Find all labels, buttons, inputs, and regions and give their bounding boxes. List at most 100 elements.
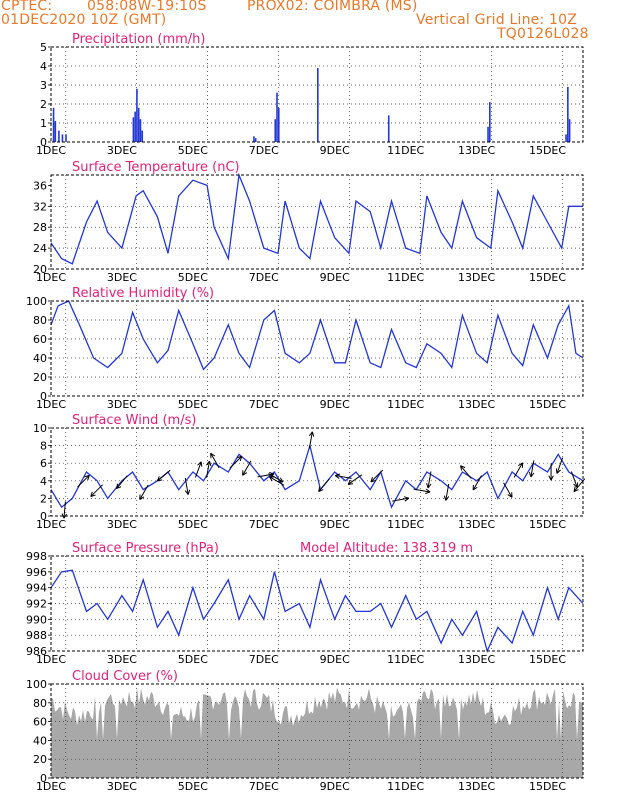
- cloud-panel: Cloud Cover (%) 0 20 40 60 80 100 1DEC 3DEC 5DEC 7…: [26, 669, 584, 793]
- pres-frame: [50, 555, 584, 652]
- wind-arrow-shaft: [206, 461, 210, 478]
- precip-bar: [65, 134, 67, 142]
- wind-arrow-head: [334, 475, 340, 479]
- temp-xtick: 3DEC: [107, 271, 137, 284]
- wind-arrow-shaft: [194, 461, 202, 478]
- wind-arrow: [503, 482, 513, 498]
- cloud-xtick: 13DEC: [458, 780, 495, 793]
- header-source: CPTEC:: [1, 0, 53, 14]
- wind-arrow-shaft: [269, 476, 285, 486]
- wind-arrow: [472, 475, 482, 491]
- wind-arrow-shaft: [156, 469, 171, 482]
- wind-arrow: [413, 488, 431, 494]
- wind-xtick: 15DEC: [529, 518, 566, 531]
- wind-arrow-shaft: [268, 473, 284, 483]
- precip-bar: [54, 121, 57, 142]
- wind-arrow-head: [507, 494, 513, 498]
- precip-bar: [317, 67, 319, 142]
- temp-title: Surface Temperature (nC): [72, 160, 240, 175]
- wind-arrow-head: [460, 465, 466, 469]
- rh-ytick: 60: [33, 333, 47, 346]
- header-location: 058:08W-19:10S: [87, 0, 207, 14]
- precip-ytick: 2: [40, 98, 47, 111]
- precip-xtick: 9DEC: [320, 144, 350, 157]
- temp-ytick: 24: [33, 242, 47, 255]
- wind-arrow-head: [347, 479, 351, 485]
- pres-panel: Surface Pressure (hPa) Model Altitude: 13…: [26, 541, 584, 666]
- header-run: 01DEC2020 10Z (GMT): [1, 12, 167, 28]
- wind-arrow-shaft: [90, 484, 103, 497]
- precip-xtick: 11DEC: [387, 144, 424, 157]
- pres-ytick: 992: [26, 598, 47, 611]
- wind-arrow-head: [156, 476, 160, 482]
- pres-ytick: 998: [26, 550, 47, 563]
- pres-xtick: 3DEC: [107, 653, 137, 666]
- rh-ytick: 0: [40, 390, 47, 403]
- wind-arrow-shaft: [513, 462, 524, 478]
- wind-line: [50, 443, 584, 509]
- precip-panel: Precipitation (mm/h) 0 1 2 3 4 5 1DEC 3DEC 5DEC 7D…: [36, 32, 584, 157]
- precip-bar: [139, 119, 142, 142]
- wind-arrow: [229, 455, 243, 469]
- pres-xtick: 15DEC: [529, 653, 566, 666]
- wind-arrow-head: [556, 469, 561, 474]
- wind-arrow-shaft: [413, 488, 431, 493]
- wind-arrow: [334, 473, 352, 479]
- wind-arrow: [392, 496, 410, 502]
- precip-xtick: 7DEC: [249, 144, 279, 157]
- wind-arrow-head: [334, 473, 341, 476]
- temp-xtick: 7DEC: [249, 271, 279, 284]
- wind-arrow-head: [472, 486, 478, 491]
- rh-xtick: 1DEC: [36, 398, 66, 411]
- wind-arrow-head: [84, 474, 90, 478]
- cloud-ytick: 0: [40, 772, 47, 785]
- cloud-xtick: 7DEC: [249, 780, 279, 793]
- wind-arrow-shaft: [445, 483, 450, 501]
- wind-xtick: 11DEC: [387, 518, 424, 531]
- wind-arrow-head: [311, 431, 315, 437]
- wind-arrow: [460, 465, 472, 479]
- wind-arrow-head: [157, 479, 163, 482]
- precip-bar: [132, 117, 135, 142]
- wind-arrow: [528, 460, 535, 478]
- precip-title: Precipitation (mm/h): [72, 32, 205, 47]
- wind-arrow-shaft: [116, 475, 128, 489]
- precip-xtick: 1DEC: [36, 144, 66, 157]
- temp-ytick: 36: [33, 179, 47, 192]
- rh-xtick: 15DEC: [529, 398, 566, 411]
- wind-arrow-head: [184, 490, 189, 495]
- wind-arrow: [570, 471, 579, 488]
- wind-arrow: [548, 463, 554, 481]
- wind-arrow-head: [403, 496, 409, 499]
- rh-xtick: 7DEC: [249, 398, 279, 411]
- wind-arrow: [77, 474, 90, 488]
- wind-arrow: [370, 469, 384, 483]
- wind-arrow-head: [239, 456, 243, 462]
- wind-ytick: 0: [40, 510, 47, 523]
- wind-arrow-head: [197, 461, 202, 466]
- cloud-xtick: 1DEC: [36, 780, 66, 793]
- precip-bar: [487, 126, 489, 142]
- cloud-xtick: 3DEC: [107, 780, 137, 793]
- pres-xtick: 9DEC: [320, 653, 350, 666]
- wind-arrow: [242, 460, 252, 476]
- wind-arrow-head: [370, 479, 376, 483]
- wind-arrow-head: [573, 489, 579, 492]
- wind-arrow-shaft: [139, 484, 149, 500]
- precip-ytick: 1: [40, 117, 47, 130]
- wind-ytick: 6: [40, 457, 47, 470]
- wind-arrow-head: [236, 455, 242, 459]
- wind-arrow-head: [318, 486, 321, 492]
- wind-arrow-shaft: [308, 431, 313, 449]
- wind-arrow-shaft: [63, 501, 66, 519]
- precip-bar: [141, 130, 144, 142]
- precip-bar: [276, 92, 278, 142]
- precip-xtick: 3DEC: [107, 144, 137, 157]
- precip-ytick: 5: [40, 41, 47, 54]
- pres-ytick: 996: [26, 566, 47, 579]
- header-station: PROX02: COIMBRA (MS): [247, 0, 418, 14]
- wind-arrow: [318, 478, 330, 492]
- wind-arrow-shaft: [210, 453, 220, 469]
- rh-panel: Relative Humidity (%) 0 20 40 60 80 100 1DEC 3DE…: [26, 286, 584, 411]
- wind-arrow-head: [90, 494, 96, 498]
